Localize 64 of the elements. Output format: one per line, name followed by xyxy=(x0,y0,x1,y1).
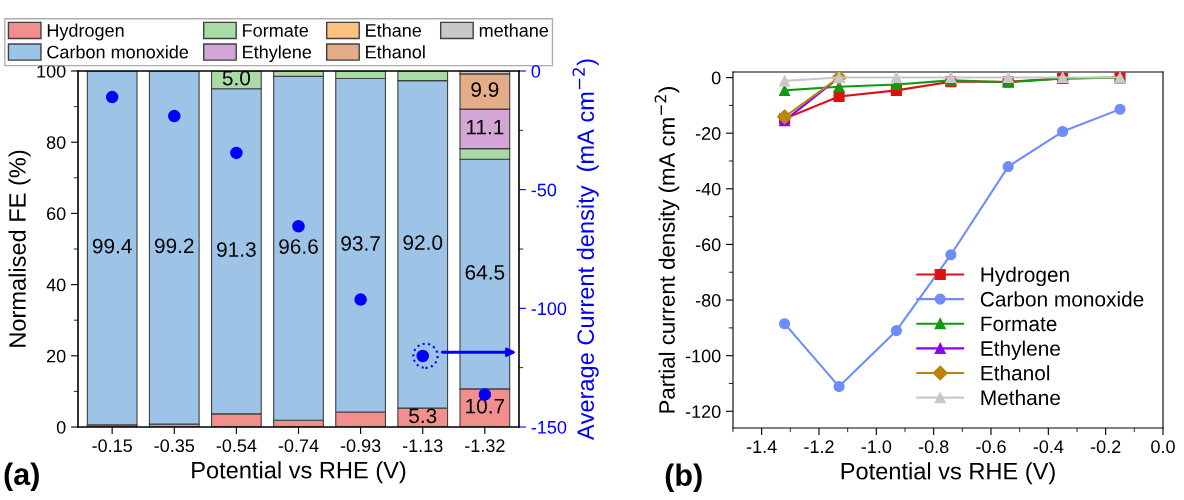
legend-label: methane xyxy=(479,23,549,37)
legend-label: Ethylene xyxy=(243,45,312,63)
x-tick-label: -1.2 xyxy=(804,440,834,453)
text: (b) xyxy=(665,463,702,493)
x-tick-label: 0.0 xyxy=(1151,440,1175,454)
x-tick-label: -0.8 xyxy=(918,440,949,454)
x-tick-label: -0.93 xyxy=(340,439,381,453)
legend-label: Ethylene xyxy=(981,340,1060,360)
x-tick-label: -0.15 xyxy=(92,439,132,453)
y-tick-label: 0 xyxy=(56,420,66,434)
data-label: 11.1 xyxy=(466,119,504,135)
legend-label: Hydrogen xyxy=(981,266,1069,287)
legend-label: Hydrogen xyxy=(47,23,124,41)
y-tick-label: 40 xyxy=(46,278,66,292)
y2-tick-label: 0 xyxy=(531,64,541,78)
legend-label: Ethane xyxy=(366,23,422,37)
y-tick-label: -60 xyxy=(695,238,721,252)
data-label: 99.2 xyxy=(154,238,194,254)
legend-label: Formate xyxy=(981,316,1057,332)
x-tick-label: -0.74 xyxy=(278,439,319,453)
text: (a) xyxy=(4,462,39,492)
legend-label: Ethanol xyxy=(981,365,1050,381)
legend-label: Carbon monoxide xyxy=(47,45,189,59)
x-tick-label: -1.32 xyxy=(465,439,505,453)
data-label: 5.3 xyxy=(409,408,437,424)
data-label: 96.6 xyxy=(279,239,318,254)
data-label: 99.4 xyxy=(92,238,132,254)
y-tick-label: -100 xyxy=(685,349,721,363)
data-label: 9.9 xyxy=(471,82,499,98)
x-tick-label: -0.54 xyxy=(216,439,257,453)
x-tick-label: -0.6 xyxy=(976,440,1006,454)
y2-tick-label: -150 xyxy=(531,420,567,434)
data-label: 5.0 xyxy=(222,70,251,86)
x-axis-title: Potential vs RHE (V) xyxy=(192,461,406,484)
y-tick-label: 100 xyxy=(37,64,66,78)
y2-axis-title: Average Current density (mA cm$^{−2}$) xyxy=(572,59,599,441)
x-tick-label: -1.0 xyxy=(861,440,892,454)
x-axis-title: Potential vs RHE (V) xyxy=(841,462,1055,485)
legend-label: Ethanol xyxy=(366,45,425,59)
legend-label: Methane xyxy=(981,389,1060,406)
y-tick-label: 0 xyxy=(711,71,721,85)
legend-label: Carbon monoxide xyxy=(980,291,1144,307)
data-label: 92.0 xyxy=(403,235,443,250)
y-axis-title: Normalised FE (%) xyxy=(8,150,31,347)
data-label: 93.7 xyxy=(341,236,380,251)
data-label: 10.7 xyxy=(466,398,505,414)
y-tick-label: -120 xyxy=(685,405,721,419)
x-tick-label: -0.35 xyxy=(154,439,195,453)
y-tick-label: 60 xyxy=(47,207,66,221)
y-axis-title: Partial current density (mA cm$^{−2}$) xyxy=(654,87,680,413)
data-label: 64.5 xyxy=(465,264,505,280)
x-tick-label: -0.4 xyxy=(1033,440,1064,454)
y2-tick-label: -50 xyxy=(531,183,557,197)
x-tick-label: -1.13 xyxy=(402,439,443,453)
y-tick-label: -20 xyxy=(695,127,721,140)
y-tick-label: 20 xyxy=(47,349,66,363)
x-tick-label: -0.2 xyxy=(1090,440,1121,454)
data-label: 91.3 xyxy=(217,242,256,257)
x-tick-label: -1.4 xyxy=(746,440,777,453)
y-tick-label: -40 xyxy=(695,182,721,196)
y-tick-label: -80 xyxy=(695,294,721,307)
y-tick-label: 80 xyxy=(46,136,66,149)
legend-label: Formate xyxy=(243,24,309,37)
y2-tick-label: -100 xyxy=(531,302,567,316)
